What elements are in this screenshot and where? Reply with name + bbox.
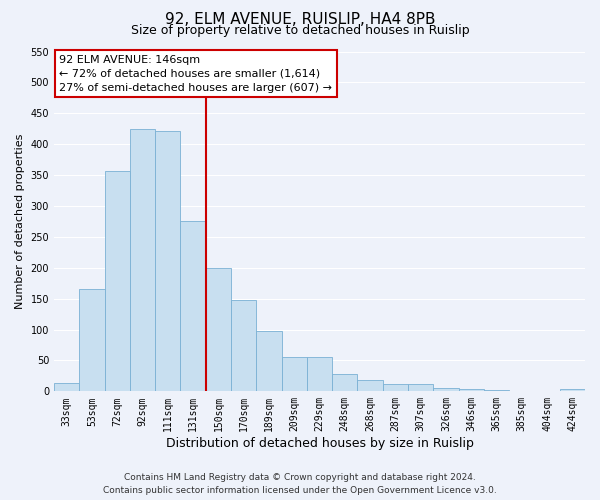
Text: 92, ELM AVENUE, RUISLIP, HA4 8PB: 92, ELM AVENUE, RUISLIP, HA4 8PB (165, 12, 435, 28)
Bar (181, 222, 206, 392)
Bar (458, 389, 484, 392)
Bar (155, 130, 181, 392)
Text: Contains HM Land Registry data © Crown copyright and database right 2024.
Contai: Contains HM Land Registry data © Crown c… (103, 474, 497, 495)
Text: Size of property relative to detached houses in Ruislip: Size of property relative to detached ho… (131, 24, 469, 37)
Bar (231, 300, 256, 392)
Text: 92 ELM AVENUE: 146sqm
← 72% of detached houses are smaller (1,614)
27% of semi-d: 92 ELM AVENUE: 146sqm ← 72% of detached … (59, 55, 332, 93)
Bar (104, 171, 130, 392)
Bar (433, 388, 458, 392)
Bar (408, 384, 433, 392)
Bar (560, 390, 585, 392)
Bar (332, 374, 358, 392)
Bar (54, 384, 79, 392)
Bar (79, 290, 104, 392)
Bar (130, 128, 155, 392)
Bar (256, 332, 281, 392)
Bar (484, 390, 509, 392)
Bar (281, 358, 307, 392)
X-axis label: Distribution of detached houses by size in Ruislip: Distribution of detached houses by size … (166, 437, 473, 450)
Bar (383, 384, 408, 392)
Bar (206, 268, 231, 392)
Bar (358, 380, 383, 392)
Bar (307, 358, 332, 392)
Y-axis label: Number of detached properties: Number of detached properties (15, 134, 25, 309)
